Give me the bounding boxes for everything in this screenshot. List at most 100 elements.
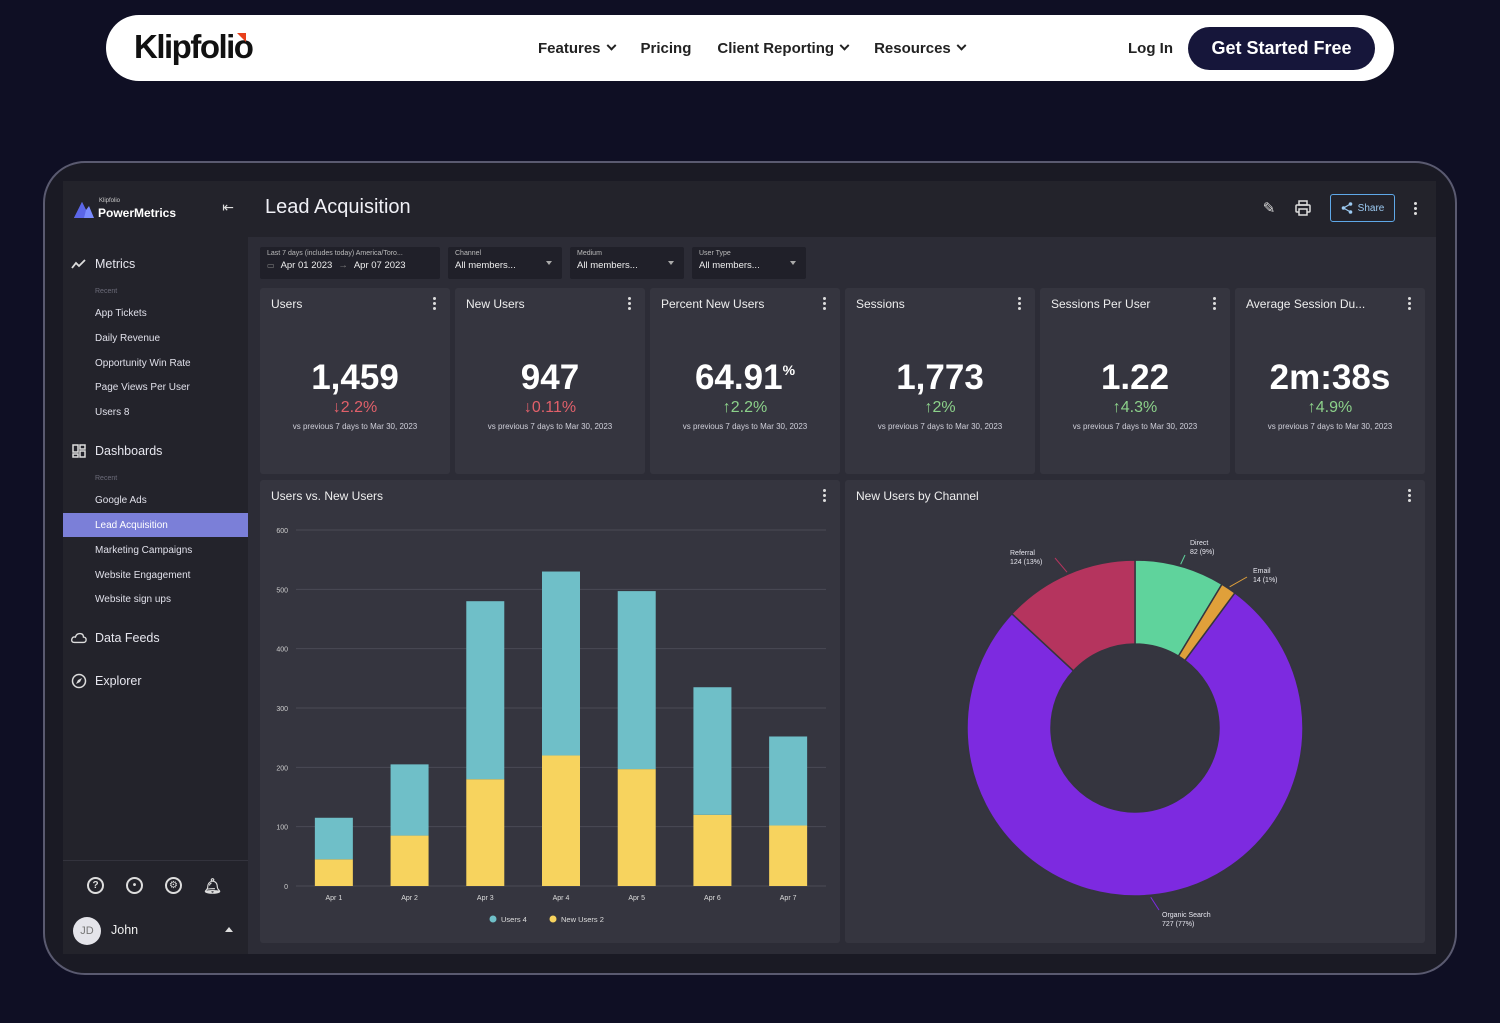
gear-icon[interactable]: ⚙ [165,877,182,894]
arrow-up-icon: ↑ [924,399,933,416]
sidebar-metrics[interactable]: Metrics [71,254,135,274]
bar-new-users [390,835,429,886]
date-range-filter[interactable]: Last 7 days (includes today) America/Tor… [260,247,440,279]
share-button[interactable]: Share [1330,194,1395,222]
help-icon[interactable]: ? [87,877,104,894]
leader-line [1180,554,1186,565]
chart-card-users-vs-new-users[interactable]: Users vs. New Users 0 100 200 300 400 500 600 A… [260,480,840,943]
nav-pricing[interactable]: Pricing [641,40,692,57]
klipfolio-logo[interactable]: Klipfolio [134,28,254,65]
channel-filter[interactable]: Channel All members... [448,247,562,279]
kpi-change: ↓0.11% [455,399,645,417]
more-options-icon[interactable] [628,297,631,310]
brand-small: Klipfolio [99,198,121,204]
get-started-button[interactable]: Get Started Free [1188,27,1375,70]
arrow-down-icon: ↓ [523,399,532,416]
sidebar-item-app-tickets[interactable]: App Tickets [95,307,147,319]
kpi-value-number: 64.91 [694,358,783,397]
kpi-card-new-users[interactable]: New Users 947 ↓0.11% vs previous 7 days … [455,288,645,474]
user-name[interactable]: John [111,923,139,937]
chevron-down-icon [606,40,616,51]
medium-filter[interactable]: Medium All members... [570,247,684,279]
kpi-change: ↑4.9% [1235,399,1425,417]
palette-icon[interactable]: • [126,877,143,894]
leader-line [1150,896,1160,911]
legend-swatch [489,915,497,923]
kpi-value: 1,773 [845,358,1035,398]
sidebar-dashboards[interactable]: Dashboards [71,441,162,461]
sidebar-item-google-ads[interactable]: Google Ads [95,494,147,506]
kpi-compare: vs previous 7 days to Mar 30, 2023 [487,422,613,431]
slice-value-label: 727 (77%) [1162,921,1194,928]
kpi-change: ↑2.2% [650,399,840,417]
nav-features[interactable]: Features [538,40,616,57]
kpi-card-sessions-per-user[interactable]: Sessions Per User 1.22 ↑4.3% vs previous… [1040,288,1230,474]
kpi-value-number: 947 [520,358,580,397]
slice-value-label: 124 (13%) [1010,559,1042,566]
more-options-icon[interactable] [1213,297,1216,310]
chart-card-new-users-by-channel[interactable]: New Users by Channel Direct 82 (9%) Email 1… [845,480,1425,943]
page-title: Lead Acquisition [265,196,411,218]
more-options-icon[interactable] [1414,202,1417,215]
kpi-card-percent-new-users[interactable]: Percent New Users 64.91% ↑2.2% vs previo… [650,288,840,474]
caret-up-icon[interactable] [225,927,233,932]
sidebar-footer: ? • ⚙ 🔔︎ JD John [63,860,248,954]
bar-new-users [769,825,808,886]
more-options-icon[interactable] [1408,489,1411,502]
caret-down-icon [546,261,552,265]
kpi-compare: vs previous 7 days to Mar 30, 2023 [292,422,418,431]
sidebar-item-marketing-campaigns[interactable]: Marketing Campaigns [95,544,193,556]
slice-label: Direct [1190,540,1208,547]
kpi-value: 1.22 [1040,358,1230,398]
pencil-icon[interactable]: ✎ [1262,200,1276,217]
sidebar-item-daily-revenue[interactable]: Daily Revenue [95,332,161,344]
collapse-sidebar-icon[interactable]: ⇤ [222,199,234,215]
top-nav: Klipfolio Features Pricing Client Report… [106,15,1394,81]
login-link[interactable]: Log In [1128,40,1173,57]
nav-resources[interactable]: Resources [874,40,967,57]
user-type-filter[interactable]: User Type All members... [692,247,806,279]
sidebar-item-opportunity-win-rate[interactable]: Opportunity Win Rate [95,357,191,369]
more-options-icon[interactable] [823,489,826,502]
sidebar-item-website-sign-ups[interactable]: Website sign ups [95,593,171,605]
slice-label: Email [1253,568,1271,575]
kpi-suffix: % [782,362,796,378]
more-options-icon[interactable] [1408,297,1411,310]
more-options-icon[interactable] [823,297,826,310]
bar-new-users [314,859,353,886]
brand[interactable]: Klipfolio PowerMetrics [73,195,176,223]
kpi-card-users[interactable]: Users 1,459 ↓2.2% vs previous 7 days to … [260,288,450,474]
sidebar-item-page-views-per-user[interactable]: Page Views Per User [95,381,190,393]
legend-swatch [549,915,557,923]
kpi-value: 2m:38s [1235,358,1425,398]
legend-label: New Users 2 [561,915,604,924]
medium-filter-label: Medium [577,250,602,257]
date-filter-value: ▭ Apr 01 2023 → Apr 07 2023 [267,260,433,271]
more-options-icon[interactable] [433,297,436,310]
user-type-filter-value: All members... [699,260,760,271]
kpi-card-average-session-duration[interactable]: Average Session Du... 2m:38s ↑4.9% vs pr… [1235,288,1425,474]
sidebar-data-feeds[interactable]: Data Feeds [71,628,160,648]
sidebar-item-lead-acquisition[interactable]: Lead Acquisition [63,513,248,537]
more-options-icon[interactable] [1018,297,1021,310]
bell-icon[interactable]: 🔔︎ [202,877,223,895]
nav-client-reporting[interactable]: Client Reporting [717,40,850,57]
print-icon[interactable] [1294,200,1312,218]
y-tick-label: 500 [276,587,288,594]
calendar-icon: ▭ [267,261,275,270]
avatar[interactable]: JD [73,917,101,945]
kpi-change-value: 2% [932,399,956,416]
sidebar-explorer[interactable]: Explorer [71,671,142,691]
x-tick-label: Apr 7 [780,895,797,902]
bar-users [769,736,808,826]
kpi-card-sessions[interactable]: Sessions 1,773 ↑2% vs previous 7 days to… [845,288,1035,474]
kpi-title: Sessions [856,297,905,311]
sidebar-item-users-8[interactable]: Users 8 [95,406,130,418]
kpi-value-number: 2m:38s [1269,358,1391,397]
bar-users [542,571,580,756]
bar-users [390,764,429,836]
x-tick-label: Apr 4 [553,895,570,902]
x-tick-label: Apr 3 [477,895,494,902]
x-tick-label: Apr 5 [628,895,645,902]
sidebar-item-website-engagement[interactable]: Website Engagement [95,569,191,581]
